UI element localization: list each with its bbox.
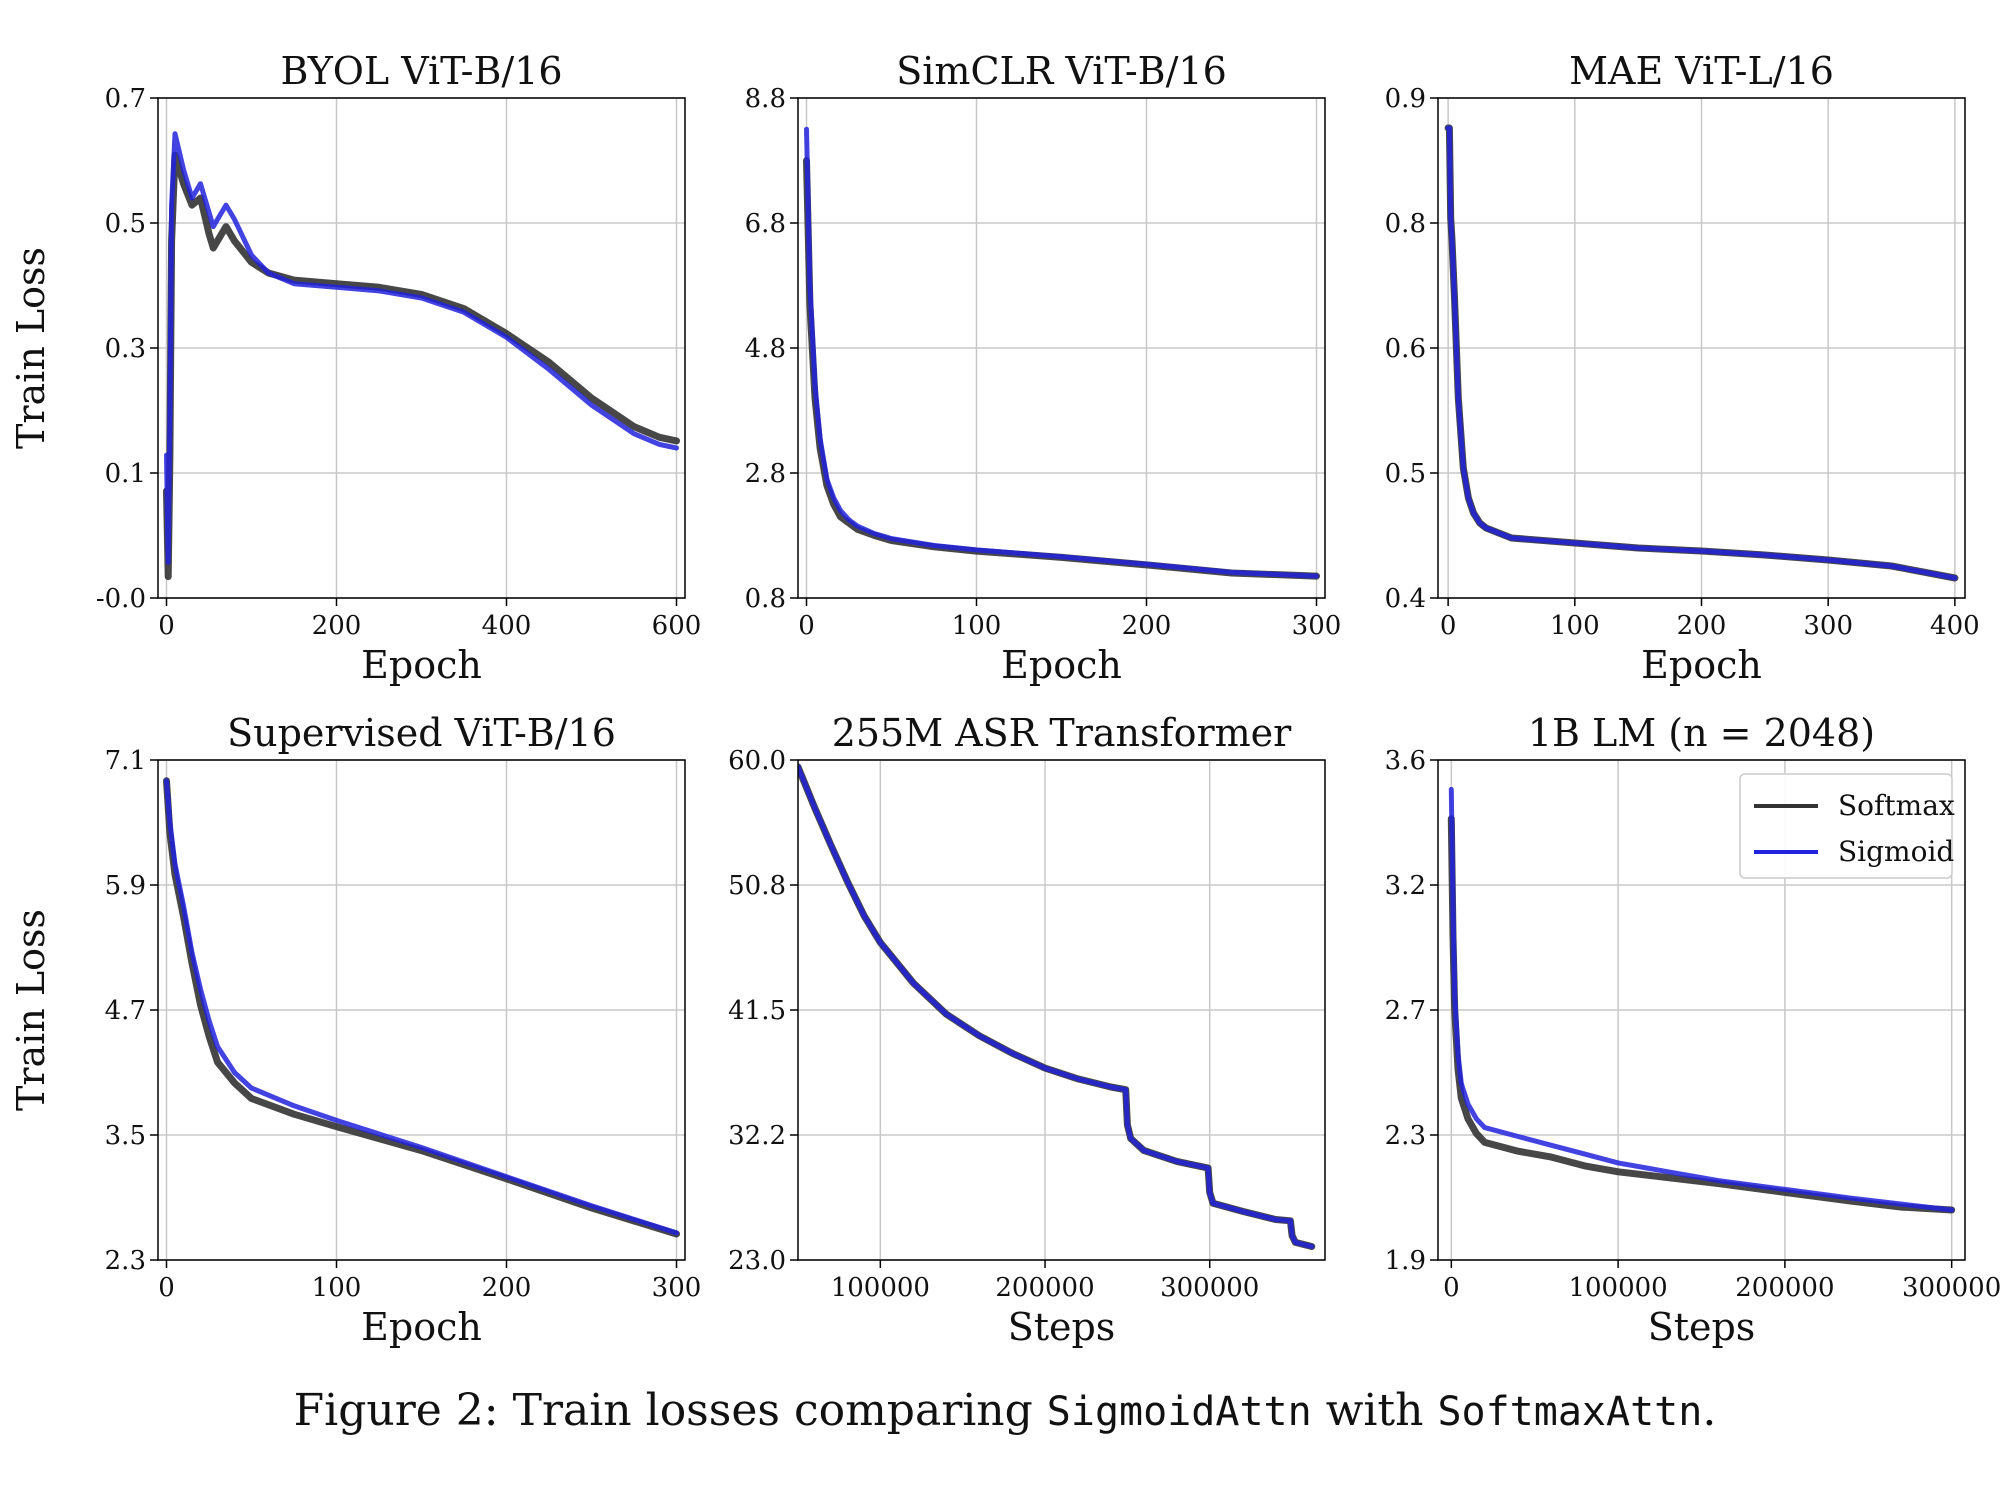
- y-tick-label: 4.8: [745, 334, 786, 364]
- axes-frame: [157, 759, 686, 1261]
- series-line-sigmoid: [804, 126, 1319, 579]
- x-tick-label: 400: [482, 611, 532, 641]
- figure: -0.0 0.1 0.3 0.5 0.7 0 200 400 600 BYOL ViT-B/16 E…: [9, 49, 2001, 1349]
- caption-term-sigmoidattn: SigmoidAttn: [1046, 1389, 1312, 1435]
- caption-middle: with: [1311, 1385, 1438, 1436]
- y-tick-label: 2.8: [745, 459, 786, 489]
- y-axis-label: Train Loss: [9, 909, 53, 1111]
- x-tick-label: 0: [1440, 611, 1457, 641]
- axes-frame: [1437, 759, 1966, 1261]
- series-line-sigmoid: [1445, 125, 1958, 581]
- x-tick-label: 200: [1677, 611, 1727, 641]
- chart-title: 255M ASR Transformer: [832, 711, 1292, 755]
- axes-frame: [797, 97, 1326, 599]
- axes-frame: [797, 759, 1326, 1261]
- y-tick-label: 0.5: [105, 209, 146, 239]
- y-tick-label: 7.1: [105, 746, 146, 776]
- x-tick-label: 100000: [831, 1273, 930, 1303]
- x-tick-label: 300: [1803, 611, 1853, 641]
- x-tick-label: 100000: [1568, 1273, 1667, 1303]
- y-tick-label: 0.3: [105, 334, 146, 364]
- x-tick-label: 100: [1550, 611, 1600, 641]
- y-tick-label: 3.6: [1385, 746, 1426, 776]
- y-tick-label: 60.0: [728, 746, 786, 776]
- axes-frame: [1437, 97, 1966, 599]
- caption-term-softmaxattn: SoftmaxAttn: [1437, 1389, 1703, 1435]
- y-tick-label: 0.8: [1385, 209, 1426, 239]
- y-tick-label: 3.5: [105, 1121, 146, 1151]
- y-tick-label: 8.8: [745, 84, 786, 114]
- y-tick-label: 41.5: [728, 996, 786, 1026]
- x-tick-label: 100: [952, 611, 1002, 641]
- series-line-sigmoid: [164, 131, 679, 565]
- series-line-sigmoid: [1448, 786, 1955, 1213]
- legend-label-softmax: Softmax: [1838, 789, 1955, 822]
- legend-label-sigmoid: Sigmoid: [1838, 835, 1954, 868]
- x-tick-label: 300000: [1160, 1273, 1259, 1303]
- x-tick-label: 300: [1292, 611, 1342, 641]
- x-axis-label: Epoch: [361, 643, 482, 687]
- y-tick-label: 0.4: [1385, 584, 1426, 614]
- x-tick-label: 0: [798, 611, 815, 641]
- series-line-sigmoid: [798, 764, 1315, 1249]
- x-tick-label: 200000: [995, 1273, 1094, 1303]
- x-tick-label: 100: [312, 1273, 362, 1303]
- y-tick-label: 0.1: [105, 459, 146, 489]
- y-tick-label: 3.2: [1385, 871, 1426, 901]
- y-tick-label: 0.5: [1385, 459, 1426, 489]
- y-tick-label: 2.3: [1385, 1121, 1426, 1151]
- chart-title: MAE ViT-L/16: [1569, 49, 1834, 93]
- x-axis-label: Epoch: [361, 1305, 482, 1349]
- series-line-softmax: [163, 777, 680, 1238]
- y-tick-label: 2.3: [105, 1246, 146, 1276]
- x-tick-label: 200: [482, 1273, 532, 1303]
- y-tick-label: 0.9: [1385, 84, 1426, 114]
- y-tick-label: 5.9: [105, 871, 146, 901]
- x-axis-label: Steps: [1648, 1305, 1756, 1349]
- y-tick-label: 23.0: [728, 1246, 786, 1276]
- x-tick-label: 200000: [1735, 1273, 1834, 1303]
- y-tick-label: 1.9: [1385, 1246, 1426, 1276]
- y-axis-label: Train Loss: [9, 247, 53, 449]
- series-line-softmax: [798, 763, 1316, 1250]
- x-tick-label: 300: [652, 1273, 702, 1303]
- x-tick-label: 0: [1443, 1273, 1460, 1303]
- x-tick-label: 400: [1930, 611, 1980, 641]
- y-tick-label: 0.8: [745, 584, 786, 614]
- y-tick-label: 4.7: [105, 996, 146, 1026]
- x-tick-label: 0: [158, 611, 175, 641]
- y-tick-label: 32.2: [728, 1121, 786, 1151]
- x-tick-label: 600: [652, 611, 702, 641]
- x-axis-label: Epoch: [1001, 643, 1122, 687]
- chart-title: SimCLR ViT-B/16: [896, 49, 1227, 93]
- caption-prefix: Figure 2: Train losses comparing: [293, 1385, 1047, 1436]
- y-tick-label: 50.8: [728, 871, 786, 901]
- figure-caption: Figure 2: Train losses comparing Sigmoid…: [0, 1385, 2010, 1436]
- y-tick-label: 2.7: [1385, 996, 1426, 1026]
- x-tick-label: 200: [312, 611, 362, 641]
- axes-frame: [157, 97, 686, 599]
- series-line-softmax: [163, 151, 680, 581]
- y-tick-label: -0.0: [96, 584, 146, 614]
- y-tick-label: 0.6: [1385, 334, 1426, 364]
- chart-title: BYOL ViT-B/16: [280, 49, 562, 93]
- x-axis-label: Steps: [1008, 1305, 1116, 1349]
- series-line-sigmoid: [164, 778, 679, 1236]
- x-tick-label: 200: [1122, 611, 1172, 641]
- x-axis-label: Epoch: [1641, 643, 1762, 687]
- y-tick-label: 0.7: [105, 84, 146, 114]
- caption-suffix: .: [1702, 1385, 1717, 1436]
- x-tick-label: 0: [158, 1273, 175, 1303]
- chart-title: 1B LM (n = 2048): [1528, 711, 1875, 755]
- chart-title: Supervised ViT-B/16: [227, 711, 616, 755]
- y-tick-label: 6.8: [745, 209, 786, 239]
- x-tick-label: 300000: [1902, 1273, 2001, 1303]
